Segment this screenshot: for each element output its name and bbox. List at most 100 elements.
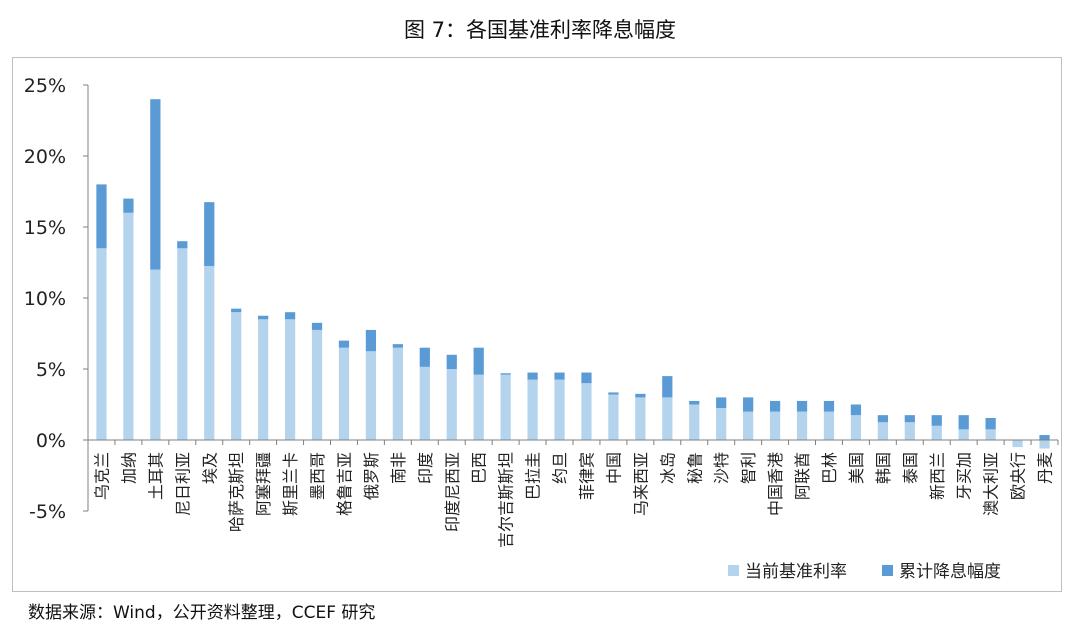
y-tick-label: 15% (24, 217, 66, 239)
bar-current-rate (177, 248, 188, 440)
x-tick-label: 欧央行 (1009, 452, 1028, 500)
x-tick-label: 中国香港 (766, 452, 785, 516)
bar-rate-cut (177, 241, 188, 249)
x-tick-label: 巴西 (470, 452, 489, 484)
bar-rate-cut (150, 99, 161, 270)
y-tick-label: 5% (36, 359, 66, 381)
bar-rate-cut (581, 372, 592, 384)
bar-rate-cut (338, 340, 350, 348)
legend-label-cut: 累计降息幅度 (899, 562, 1001, 582)
bar-current-rate (527, 379, 538, 440)
chart-title: 图 7：各国基准利率降息幅度 (403, 18, 677, 42)
bar-current-rate (1012, 440, 1023, 448)
x-tick-label: 韩国 (874, 452, 893, 484)
x-tick-label: 吉尔吉斯斯坦 (497, 452, 516, 548)
x-tick-label: 哈萨克斯坦 (227, 452, 246, 532)
bar-current-rate (608, 394, 619, 440)
x-tick-label: 牙买加 (955, 452, 974, 500)
x-tick-label: 沙特 (712, 452, 731, 484)
y-tick-label: -5% (29, 501, 66, 523)
bar-current-rate (446, 369, 457, 440)
bar-rate-cut (931, 415, 942, 426)
bar-current-rate (1039, 440, 1050, 449)
y-axis-labels: -5% 0% 5% 10% 15% 20% 25% (24, 75, 66, 523)
bar-current-rate (284, 319, 296, 440)
source-note: 数据来源：Wind，公开资料整理，CCEF 研究 (28, 603, 376, 623)
bar-rate-cut (311, 322, 323, 330)
bar-current-rate (823, 411, 835, 440)
chart-frame (12, 57, 1062, 592)
bar-current-rate (769, 411, 781, 440)
x-tick-label: 马来西亚 (631, 452, 650, 516)
bar-current-rate (662, 397, 673, 440)
bar-current-rate (581, 383, 592, 440)
x-tick-label: 菲律宾 (577, 452, 596, 500)
bar-rate-cut (365, 329, 377, 352)
x-tick-label: 阿联酋 (793, 452, 812, 500)
x-tick-label: 土耳其 (146, 452, 165, 500)
y-tick-label: 25% (24, 75, 66, 97)
x-tick-label: 泰国 (901, 452, 920, 484)
bar-rate-cut (716, 397, 727, 409)
bar-current-rate (231, 312, 242, 440)
bar-rate-cut (850, 404, 862, 416)
x-tick-label: 俄罗斯 (362, 452, 381, 500)
bar-rate-cut (608, 392, 619, 395)
bar-rate-cut (123, 198, 134, 213)
x-tick-label: 斯里兰卡 (281, 452, 300, 516)
bar-rate-cut (1039, 435, 1050, 440)
bar-current-rate (311, 329, 323, 440)
x-tick-label: 尼日利亚 (173, 452, 192, 516)
bar-rate-cut (231, 308, 242, 313)
x-tick-label: 新西兰 (928, 452, 947, 500)
bar-current-rate (743, 411, 754, 440)
bar-current-rate (96, 248, 107, 440)
x-tick-label: 中国 (604, 452, 623, 484)
bar-rate-cut (500, 373, 511, 375)
bar-rate-cut (823, 400, 835, 412)
bar-rate-cut (635, 393, 646, 398)
bar-current-rate (500, 374, 511, 440)
bar-current-rate (392, 347, 403, 440)
legend: 当前基准利率 累计降息幅度 (728, 562, 1001, 582)
bar-current-rate (338, 347, 350, 440)
bar-rate-cut (904, 415, 915, 423)
x-tick-label: 美国 (847, 452, 866, 484)
bar-current-rate (635, 397, 646, 440)
x-tick-label: 南非 (389, 452, 408, 484)
bar-current-rate (796, 411, 808, 440)
bar-current-rate (554, 379, 565, 440)
bar-current-rate (473, 374, 484, 440)
x-tick-label: 加纳 (119, 452, 138, 484)
x-tick-label: 巴拉圭 (524, 452, 543, 500)
bar-rate-cut (554, 372, 565, 380)
bar-current-rate (258, 319, 269, 440)
x-tick-label: 约旦 (551, 452, 570, 484)
bar-current-rate (689, 404, 700, 440)
bar-rate-cut (958, 415, 969, 430)
bar-rate-cut (985, 417, 996, 430)
bar-rate-cut (527, 372, 538, 380)
y-tick-label: 10% (24, 288, 66, 310)
bar-current-rate (365, 351, 377, 440)
bar-rate-cut (258, 315, 269, 320)
bar-rate-cut (769, 400, 781, 412)
bar-current-rate (985, 429, 996, 440)
bar-rate-cut (96, 184, 107, 249)
bar-current-rate (419, 366, 430, 440)
bar-rate-cut (419, 347, 430, 367)
x-tick-label: 巴林 (820, 452, 839, 484)
x-tick-label: 冰岛 (658, 452, 677, 484)
x-tick-label: 埃及 (200, 452, 219, 484)
y-tick-label: 20% (24, 146, 66, 168)
bar-rate-cut (473, 347, 484, 375)
bar-rate-cut (284, 312, 296, 320)
bar-current-rate (204, 266, 215, 440)
x-tick-label: 格鲁吉亚 (335, 452, 354, 516)
bar-current-rate (931, 425, 942, 440)
bar-current-rate (150, 269, 161, 440)
axes (83, 84, 1059, 512)
bar-rate-cut (446, 354, 457, 369)
bar-current-rate (850, 415, 862, 440)
